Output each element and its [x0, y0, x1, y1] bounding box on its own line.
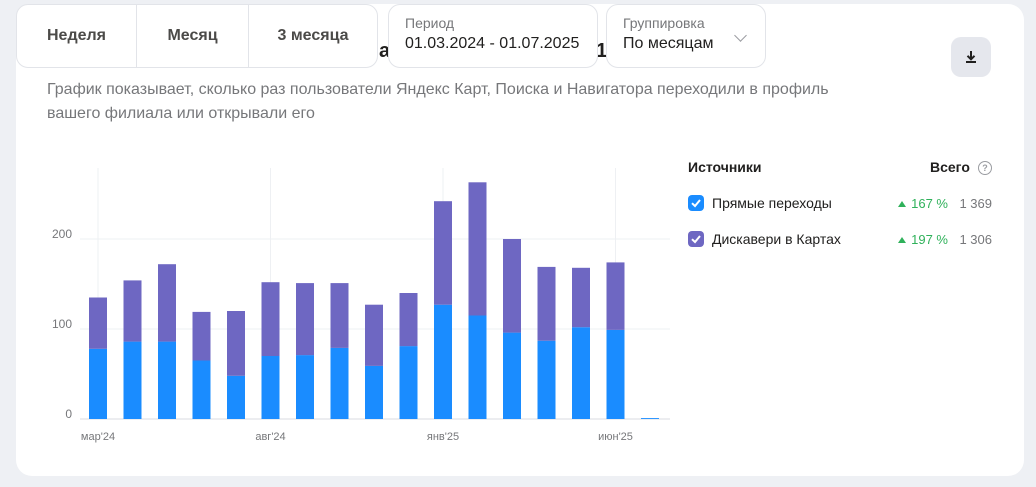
bar-discovery: [261, 282, 280, 356]
bar-discovery: [296, 283, 314, 356]
legend-name: Прямые переходы: [712, 195, 832, 211]
x-tick-label: янв'25: [427, 431, 459, 443]
tab-3-months[interactable]: 3 месяца: [277, 27, 349, 44]
bar-discovery: [434, 201, 452, 305]
bar-discovery: [89, 297, 107, 349]
bar-direct: [399, 346, 418, 419]
title-fragment: а: [379, 40, 391, 62]
bar-direct: [158, 341, 176, 419]
bar-direct: [330, 347, 349, 419]
x-tick-label: авг'24: [255, 431, 285, 443]
bar-discovery: [503, 239, 521, 333]
bar-direct: [503, 332, 521, 419]
bar-direct: [261, 356, 280, 419]
bar-discovery: [606, 262, 625, 330]
y-tick-label: 200: [52, 227, 72, 241]
chart-description: График показывает, сколько раз пользоват…: [47, 81, 829, 122]
bar-discovery: [537, 266, 556, 341]
bar-direct: [296, 355, 314, 419]
legend-change: 167 %: [898, 196, 948, 211]
bar-direct: [572, 327, 590, 419]
bar-direct: [227, 375, 245, 419]
check-icon: [691, 235, 701, 244]
legend-total: 1 306: [959, 232, 992, 247]
arrow-up-icon: [898, 201, 907, 207]
download-button[interactable]: [951, 37, 991, 77]
bar-direct: [89, 348, 107, 419]
y-tick-label: 0: [65, 407, 72, 421]
download-icon: [966, 51, 976, 63]
bar-discovery: [192, 311, 211, 361]
legend-total: 1 369: [959, 196, 992, 211]
grouping-label: Группировка: [623, 15, 705, 31]
legend-sources-header: Источники: [688, 159, 762, 175]
title-fragment: 1: [596, 40, 608, 62]
bar-discovery: [572, 267, 590, 328]
tab-week[interactable]: Неделя: [17, 5, 137, 67]
help-icon[interactable]: ?: [978, 161, 992, 175]
bar-direct: [434, 304, 452, 419]
bar-direct: [641, 418, 659, 419]
bar-discovery: [227, 311, 245, 376]
legend-total-header: Всего: [930, 159, 970, 175]
grouping-select[interactable]: Группировка По месяцам: [606, 4, 766, 68]
bar-discovery: [158, 264, 176, 342]
bar-discovery: [123, 280, 142, 342]
arrow-up-icon: [898, 237, 907, 243]
y-tick-label: 100: [52, 317, 72, 331]
bar-direct: [192, 360, 211, 419]
bar-direct: [123, 341, 142, 419]
period-value: 01.03.2024 - 01.07.2025: [405, 35, 580, 52]
checkbox-discovery[interactable]: [688, 231, 704, 247]
bar-direct: [365, 365, 383, 419]
bar-direct: [537, 340, 556, 419]
x-tick-label: июн'25: [598, 431, 633, 443]
bar-discovery: [468, 182, 487, 316]
checkbox-direct[interactable]: [688, 195, 704, 211]
check-icon: [691, 199, 701, 208]
x-tick-label: мар'24: [81, 431, 115, 443]
bar-direct: [606, 329, 625, 419]
bar-discovery: [399, 293, 418, 347]
bar-discovery: [365, 304, 383, 366]
period-segmented-control: Неделя Месяц 3 месяца: [16, 4, 378, 68]
period-label: Период: [405, 15, 455, 31]
legend-item-discovery[interactable]: Дискавери в Картах 197 % 1 306: [688, 230, 994, 250]
bar-direct: [468, 315, 487, 419]
legend-item-direct[interactable]: Прямые переходы 167 % 1 369: [688, 194, 994, 214]
legend-name: Дискавери в Картах: [712, 231, 841, 247]
grouping-value: По месяцам: [623, 35, 714, 52]
period-picker[interactable]: Период 01.03.2024 - 01.07.2025: [388, 4, 598, 68]
bar-discovery: [330, 283, 349, 348]
legend-change: 197 %: [898, 232, 948, 247]
tab-month[interactable]: Месяц: [137, 5, 249, 67]
